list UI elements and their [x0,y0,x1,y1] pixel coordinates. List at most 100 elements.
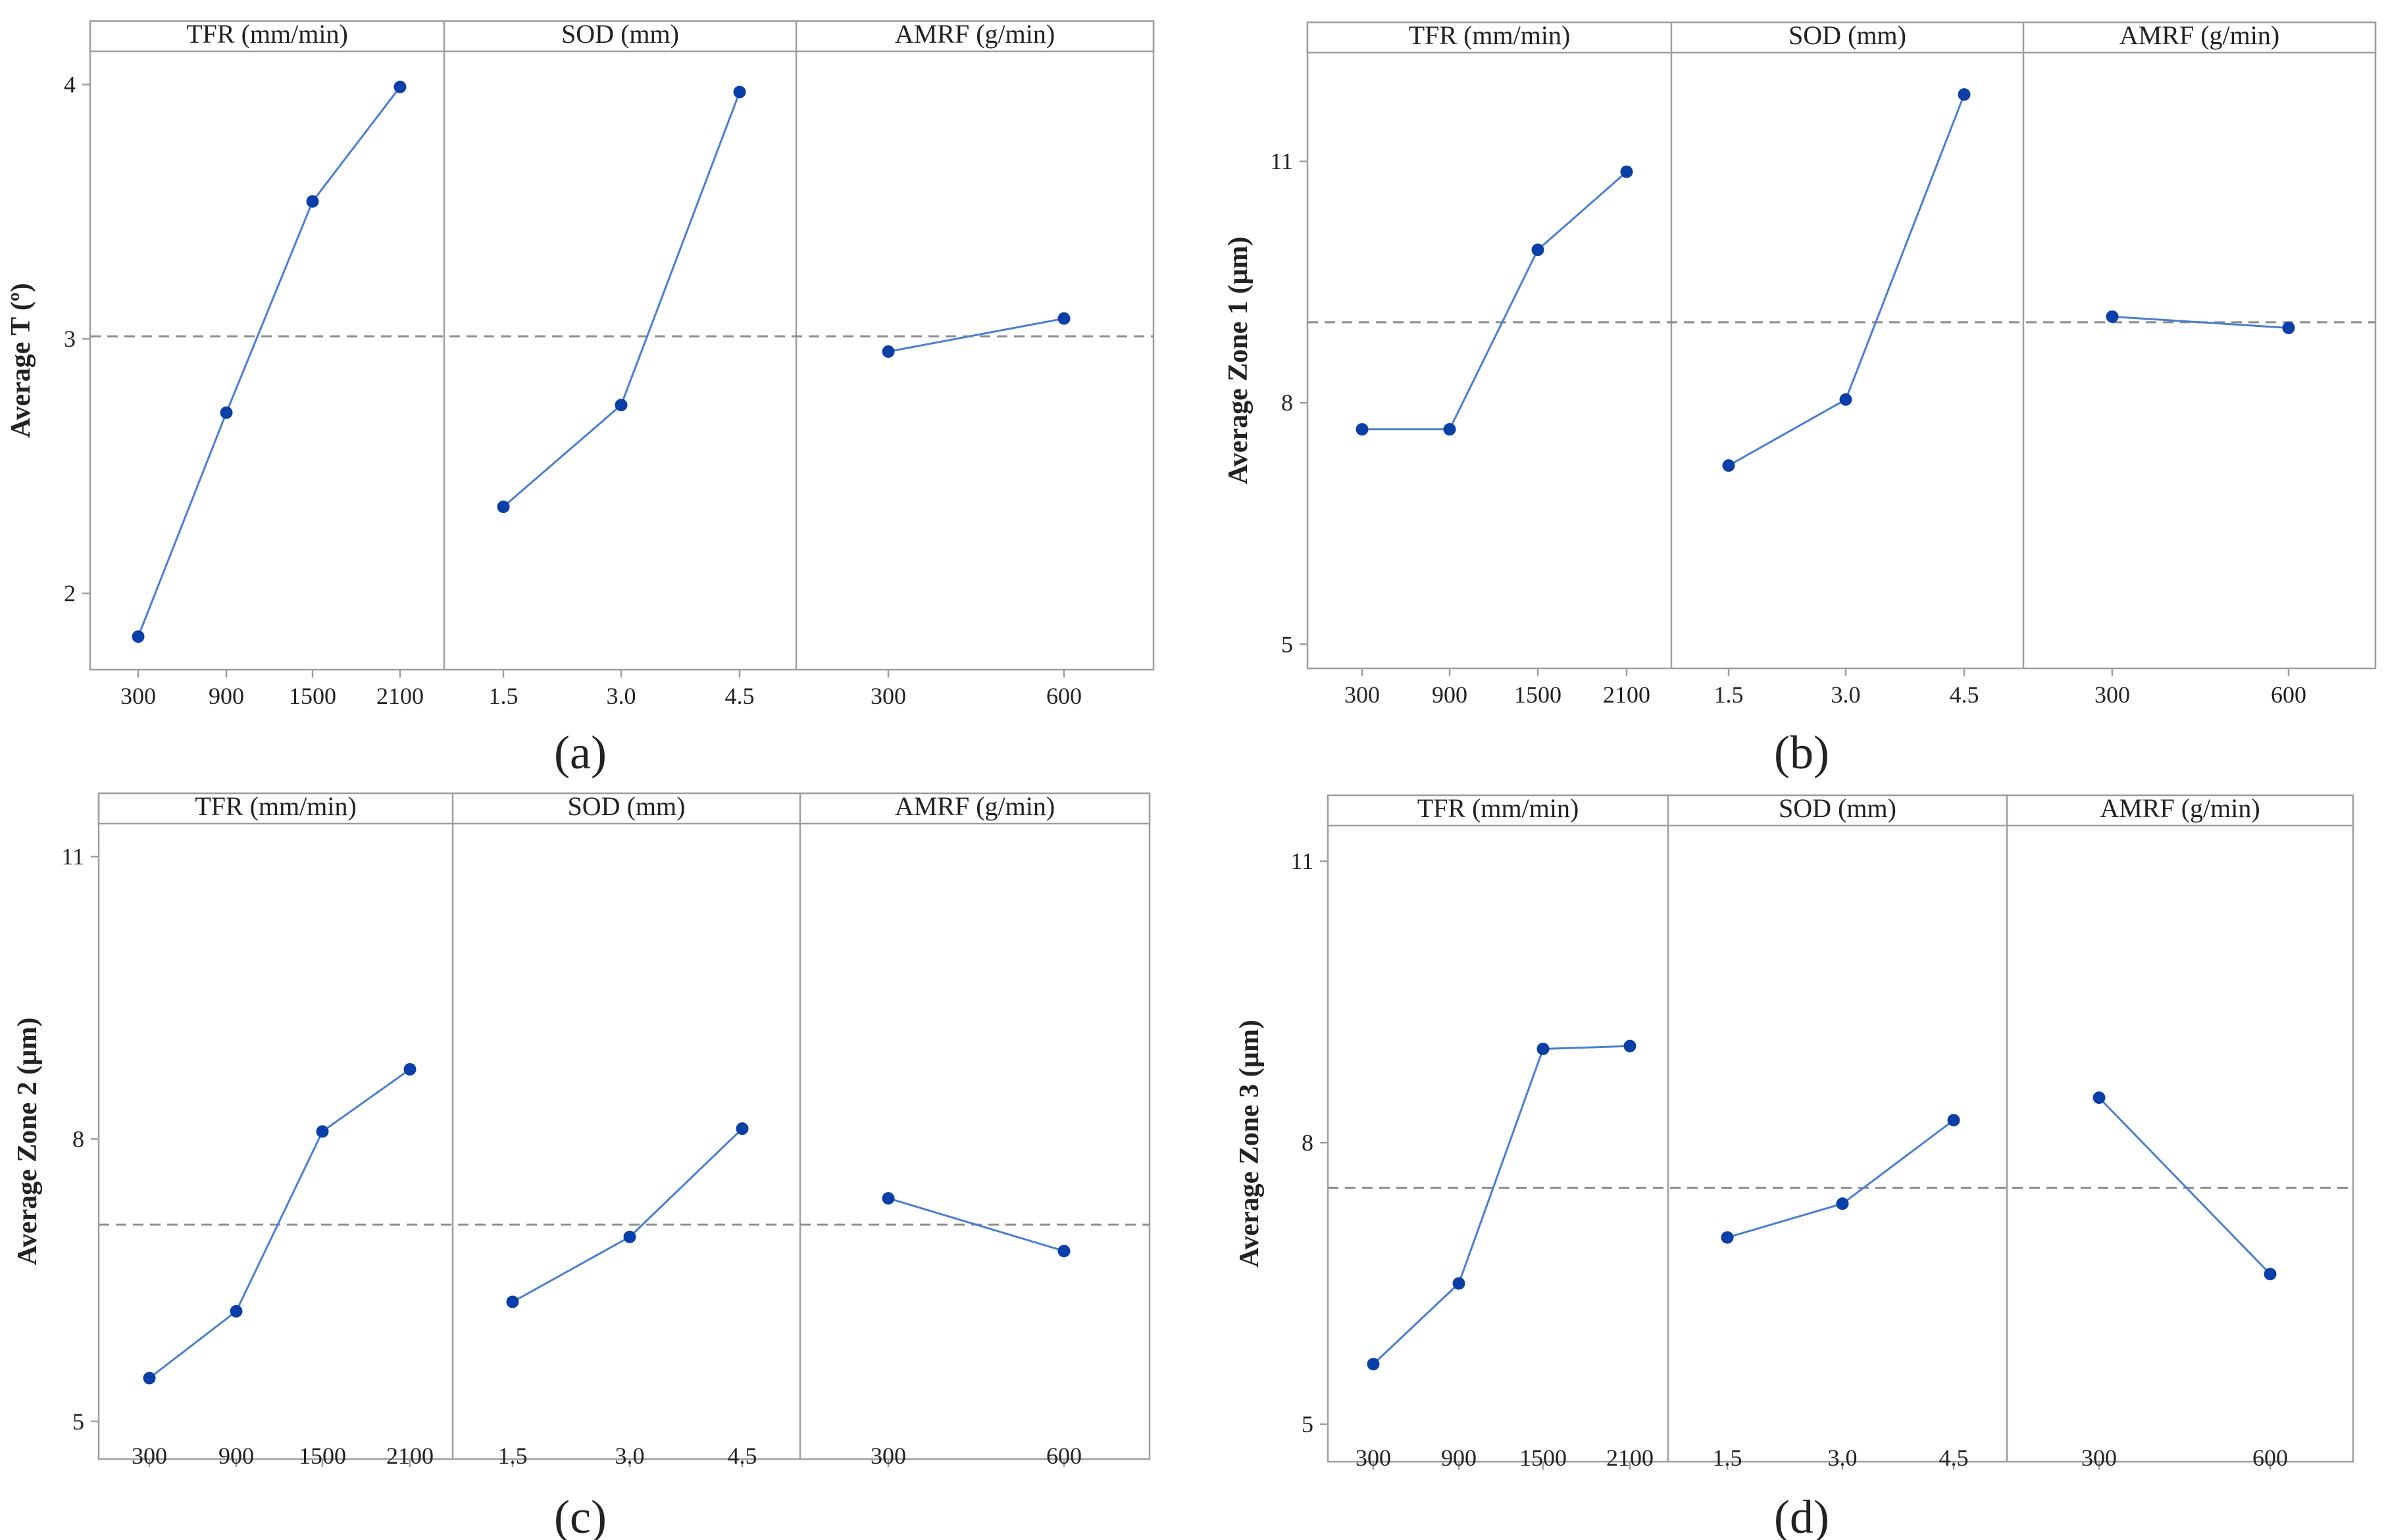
y-tick-label: 4 [64,71,76,97]
x-tick-label: 2100 [386,1443,434,1469]
x-tick-label: 2100 [376,683,424,709]
panel-title: TFR (mm/min) [186,19,348,49]
x-tick-label: 300 [2094,682,2130,708]
data-point [1536,1042,1550,1055]
data-point [1623,1039,1636,1053]
data-point [623,1230,636,1243]
x-tick-label: 900 [218,1443,254,1469]
x-tick-label: 2100 [1606,1445,1654,1471]
x-tick-label: 300 [871,1443,906,1469]
y-tick-label: 5 [72,1408,84,1435]
data-point [615,399,628,412]
data-point [506,1295,519,1308]
x-tick-label: 300 [1344,682,1380,708]
x-tick-label: 4.5 [728,1443,757,1469]
data-point [733,86,746,99]
data-point [1620,165,1633,178]
panel-title: AMRF (g/min) [2100,793,2260,823]
factor-panel-1: SOD (mm) 1.5 3.0 4.5 [1713,793,1969,1471]
y-tick-label: 5 [1281,631,1293,657]
series-line [503,91,741,508]
factor-panel-2: AMRF (g/min) 300 600 [2081,793,2288,1471]
data-point [1367,1358,1380,1371]
series-line [1362,170,1627,431]
panel-title: TFR (mm/min) [195,791,357,821]
plot-frame [1306,21,2377,670]
subfigure-caption: (a) [554,726,607,779]
x-tick-label: 1.5 [498,1443,528,1469]
x-tick-label: 1.5 [1713,1445,1742,1471]
data-point [2264,1268,2277,1281]
x-tick-label: 600 [1046,1443,1082,1469]
data-point [1958,88,1971,101]
x-tick-label: 3.0 [615,1443,645,1469]
data-point [1836,1197,1849,1210]
data-point [1452,1277,1465,1290]
series-line [149,1068,411,1379]
panel-title: SOD (mm) [568,791,686,821]
x-tick-label: 1500 [1519,1445,1567,1471]
subfigure-caption: (d) [1774,1491,1829,1540]
panel-header-strip [1306,21,2377,54]
x-tick-label: 300 [2081,1445,2117,1471]
subplot-d: 5 8 11 Average Zone 3 (µm) TFR (mm/min) 300 90… [1234,793,2354,1540]
data-point [497,500,510,513]
factor-panel-2: AMRF (g/min) 300 600 [2094,20,2306,708]
x-tick-label: 4.5 [1950,682,1979,708]
panel-title: SOD (mm) [1788,20,1906,50]
data-point [230,1304,243,1318]
data-point [1839,393,1852,406]
series-line [1372,1045,1631,1365]
x-tick-label: 900 [1441,1445,1477,1471]
data-point [2282,321,2295,334]
y-tick-label: 5 [1302,1411,1313,1437]
subplot-a: 2 3 4 Average T (º) TFR (mm/min) 300 900 1500 21… [6,19,1155,779]
data-point [1443,423,1456,436]
data-point [1722,459,1735,472]
x-tick-label: 4.5 [1939,1445,1969,1471]
series-line [888,317,1065,353]
x-tick-label: 600 [1046,683,1082,709]
y-tick-label: 11 [1270,148,1293,174]
subplot-c: 5 8 11 Average Zone 2 (µm) TFR (mm/min) 300 90… [13,791,1151,1540]
data-point [1356,423,1369,436]
y-tick-label: 3 [64,326,76,352]
plot-frame [97,792,1151,1460]
x-tick-label: 1500 [1514,682,1561,708]
panel-title: TFR (mm/min) [1417,793,1579,823]
panel-title: SOD (mm) [561,19,679,49]
plot-frame [1327,794,2354,1463]
series-line [888,1197,1065,1253]
x-tick-label: 600 [2271,682,2306,708]
panel-title: AMRF (g/min) [895,19,1055,49]
factor-panel-0: TFR (mm/min) 300 900 1500 2100 [132,791,434,1469]
panel-title: SOD (mm) [1779,793,1896,823]
y-tick-label: 8 [72,1126,84,1152]
factor-panel-1: SOD (mm) 1.5 3.0 4.5 [1714,20,1979,708]
data-point [143,1372,156,1385]
series-line [2112,315,2289,329]
series-line [137,86,401,637]
data-point [132,630,145,643]
factor-panel-0: TFR (mm/min) 300 900 1500 2100 [1344,20,1650,708]
subfigure-caption: (c) [554,1491,607,1540]
panel-header-strip [89,20,1155,53]
data-point [2092,1091,2106,1105]
x-tick-label: 3.0 [1831,682,1861,708]
data-point [316,1125,329,1138]
x-tick-label: 1.5 [1714,682,1744,708]
x-tick-label: 900 [209,683,244,709]
factor-panel-2: AMRF (g/min) 300 600 [871,791,1082,1469]
y-axis-label: Average Zone 1 (µm) [1223,237,1254,485]
x-tick-label: 1500 [289,683,336,709]
data-point [1721,1231,1734,1244]
x-tick-label: 4.5 [725,683,755,709]
plot-frame [89,20,1155,671]
panel-title: TFR (mm/min) [1409,20,1571,50]
data-point [736,1122,749,1135]
factor-panel-0: TFR (mm/min) 300 900 1500 2100 [120,19,424,709]
data-point [882,1192,895,1205]
x-tick-label: 1500 [299,1443,346,1469]
x-tick-label: 300 [120,683,156,709]
